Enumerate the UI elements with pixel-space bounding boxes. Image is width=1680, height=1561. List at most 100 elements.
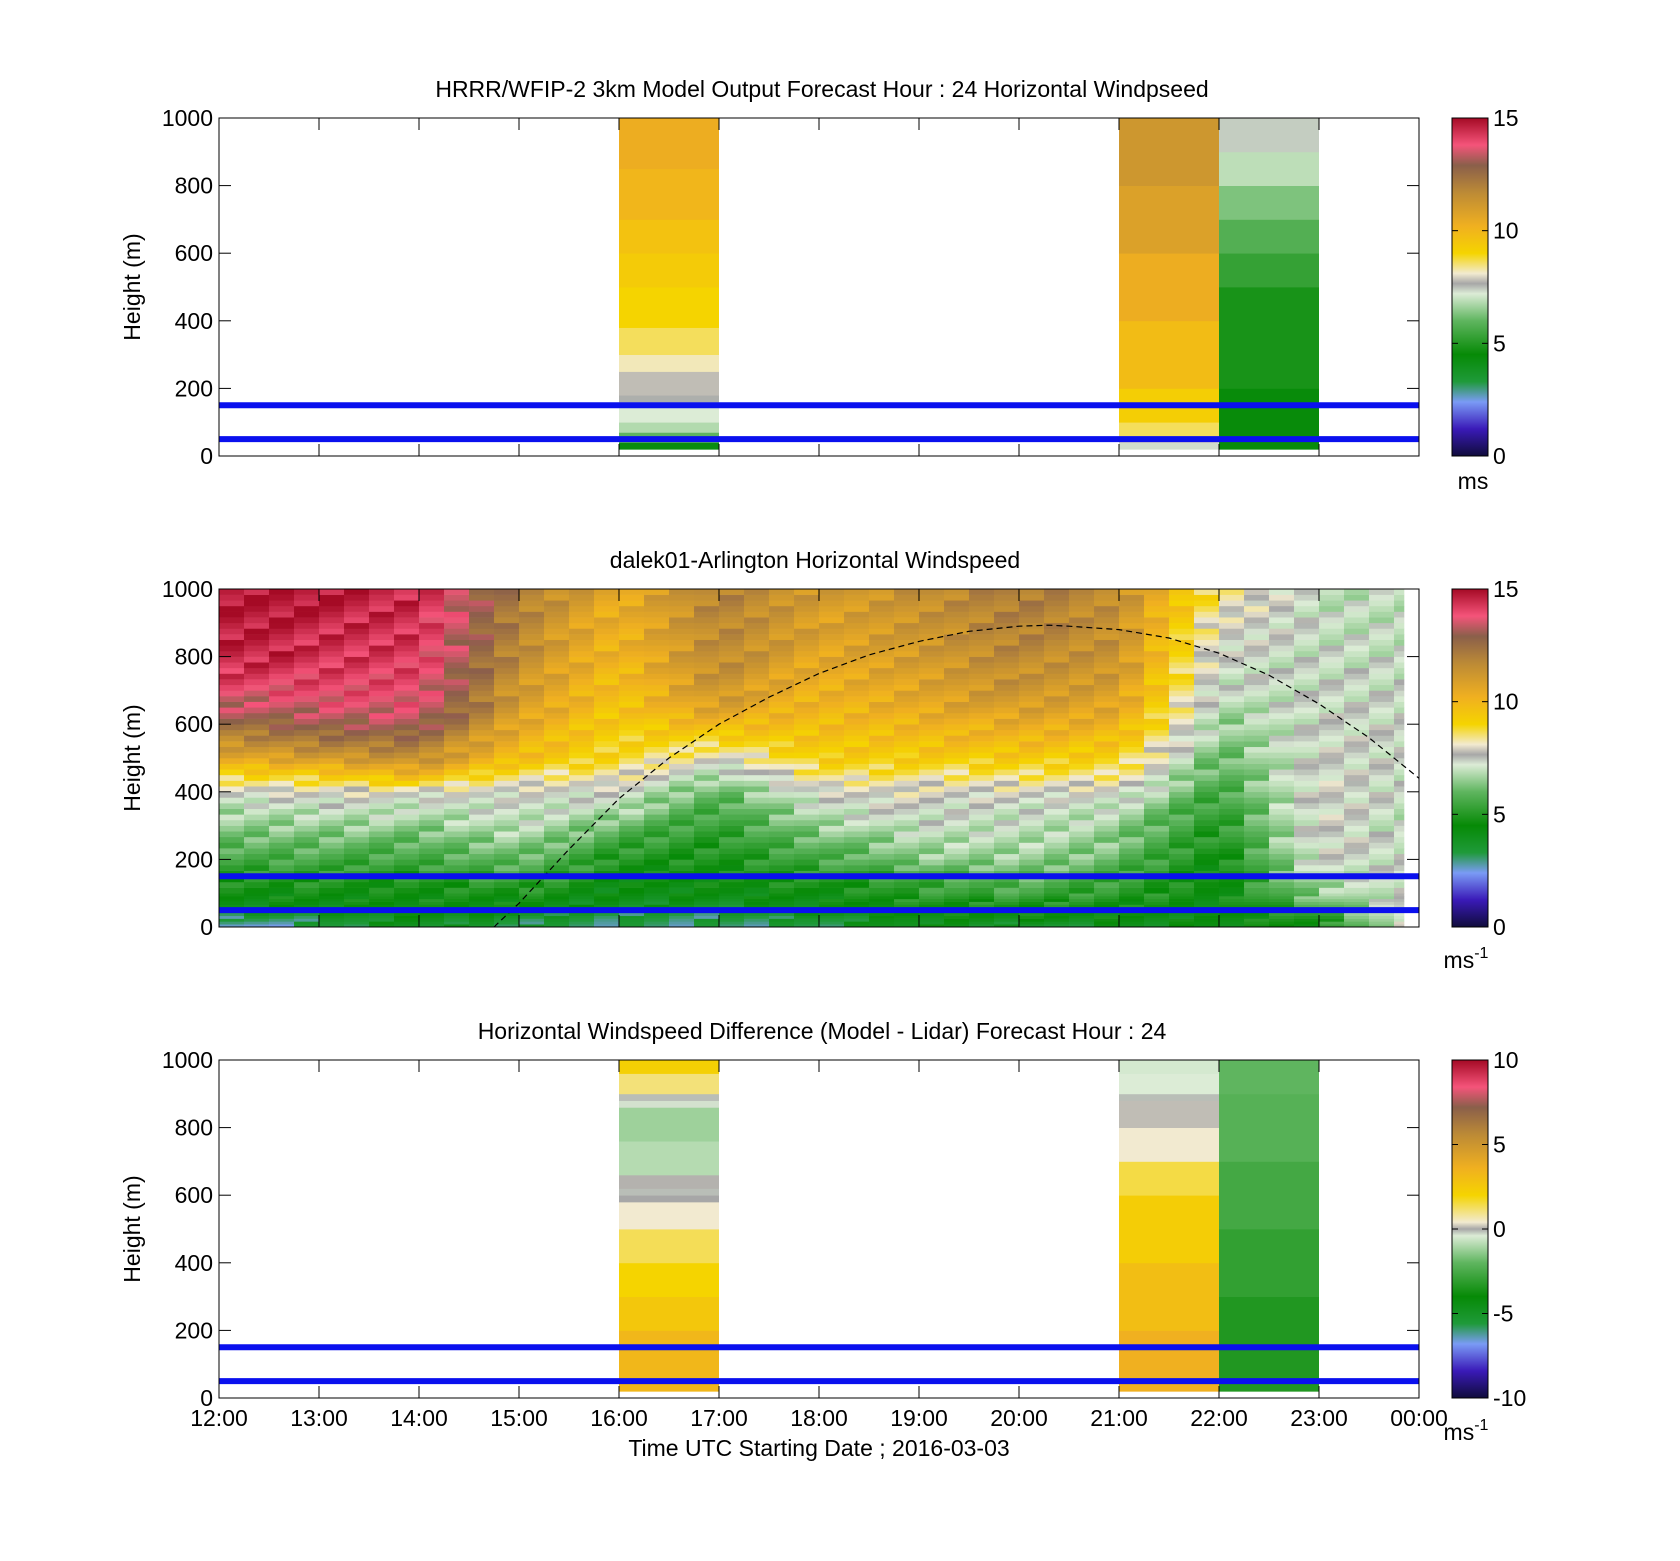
heatmap-cell <box>919 746 945 753</box>
heatmap-cell <box>1194 825 1220 832</box>
heatmap-cell <box>1144 589 1170 595</box>
heatmap-cell <box>519 814 545 821</box>
heatmap-cell <box>769 763 795 770</box>
heatmap-cell <box>344 915 370 919</box>
heatmap-cell <box>519 600 545 607</box>
heatmap-cell <box>744 853 770 860</box>
heatmap-cell <box>844 803 870 809</box>
heatmap-cell <box>944 622 970 629</box>
heatmap-cell <box>569 786 595 793</box>
heatmap-cell <box>294 707 320 714</box>
heatmap-cell <box>419 915 445 919</box>
heatmap-cell <box>1069 718 1095 725</box>
heatmap-cell <box>1269 701 1295 708</box>
heatmap-cell <box>1044 589 1070 595</box>
heatmap-cell <box>244 774 270 781</box>
heatmap-cell <box>494 600 520 607</box>
heatmap-cell <box>669 896 695 900</box>
heatmap-cell <box>219 921 245 925</box>
heatmap-cell <box>1219 921 1245 925</box>
heatmap-cell <box>569 898 595 902</box>
heatmap-cell <box>619 611 645 618</box>
heatmap-cell <box>369 712 395 719</box>
heatmap-cell <box>819 650 845 657</box>
heatmap-cell <box>1019 791 1045 798</box>
heatmap-cell <box>1369 915 1395 919</box>
heatmap-cell <box>1144 735 1170 742</box>
heatmap-cell <box>544 712 570 719</box>
heatmap-cell <box>969 797 995 804</box>
heatmap-cell <box>719 696 745 702</box>
heatmap-cell <box>1069 594 1095 601</box>
heatmap-cell <box>369 814 395 821</box>
heatmap-cell <box>1319 901 1345 905</box>
heatmap-cell <box>1219 600 1245 607</box>
heatmap-cell <box>569 842 595 849</box>
heatmap-cell <box>944 605 970 612</box>
heatmap-cell <box>1069 819 1095 826</box>
heatmap-cell <box>569 712 595 719</box>
heatmap-cell <box>744 684 770 691</box>
heatmap-cell <box>1369 825 1395 832</box>
heatmap-cell <box>344 701 370 708</box>
heatmap-cell <box>1244 724 1270 731</box>
heatmap-cell <box>369 735 395 742</box>
heatmap-cell <box>1219 1229 1319 1297</box>
heatmap-cell <box>519 918 545 922</box>
heatmap-cell <box>1294 924 1320 928</box>
heatmap-cell <box>1194 758 1220 764</box>
heatmap-cell <box>969 915 995 919</box>
heatmap-cell <box>1069 701 1095 708</box>
heatmap-cell <box>1044 617 1070 624</box>
heatmap-cell <box>269 707 295 714</box>
heatmap-cell <box>1269 746 1295 753</box>
heatmap-cell <box>319 808 345 815</box>
heatmap-cell <box>1044 825 1070 832</box>
heatmap-cell <box>319 735 345 742</box>
heatmap-cell <box>969 887 995 894</box>
heatmap-cell <box>719 769 745 776</box>
heatmap-cell <box>294 780 320 787</box>
heatmap-cell <box>719 859 745 866</box>
panel3-colorbar-unit-sup: -1 <box>1474 1417 1488 1434</box>
heatmap-cell <box>719 589 745 595</box>
heatmap-cell <box>1319 589 1345 595</box>
heatmap-cell <box>569 791 595 798</box>
heatmap-cell <box>894 712 920 719</box>
heatmap-cell <box>1244 918 1270 922</box>
heatmap-cell <box>1119 253 1219 322</box>
heatmap-cell <box>1369 803 1395 809</box>
heatmap-cell <box>1244 848 1270 855</box>
heatmap-cell <box>619 859 645 866</box>
heatmap-cell <box>1069 842 1095 849</box>
heatmap-cell <box>844 808 870 815</box>
heatmap-cell <box>1219 712 1245 719</box>
heatmap-cell <box>419 901 445 905</box>
heatmap-cell <box>869 758 895 764</box>
x-tick-label: 13:00 <box>290 1405 348 1431</box>
heatmap-cell <box>219 701 245 708</box>
heatmap-cell <box>269 656 295 663</box>
heatmap-cell <box>1019 696 1045 702</box>
heatmap-cell <box>544 774 570 781</box>
heatmap-cell <box>669 893 695 897</box>
heatmap-cell <box>919 786 945 793</box>
heatmap-cell <box>744 701 770 708</box>
heatmap-cell <box>219 896 245 900</box>
heatmap-cell <box>444 814 470 821</box>
heatmap-cell <box>569 848 595 855</box>
heatmap-cell <box>269 639 295 646</box>
heatmap-cell <box>1319 887 1345 894</box>
heatmap-cell <box>594 819 620 826</box>
heatmap-cell <box>544 724 570 731</box>
heatmap-cell <box>1394 763 1405 770</box>
heatmap-cell <box>1269 915 1295 919</box>
heatmap-cell <box>1019 859 1045 866</box>
heatmap-cell <box>1319 842 1345 849</box>
heatmap-cell <box>544 656 570 663</box>
heatmap-cell <box>1344 803 1370 809</box>
heatmap-cell <box>269 865 295 871</box>
heatmap-cell <box>394 898 420 902</box>
heatmap-cell <box>794 924 820 928</box>
heatmap-cell <box>1319 662 1345 669</box>
